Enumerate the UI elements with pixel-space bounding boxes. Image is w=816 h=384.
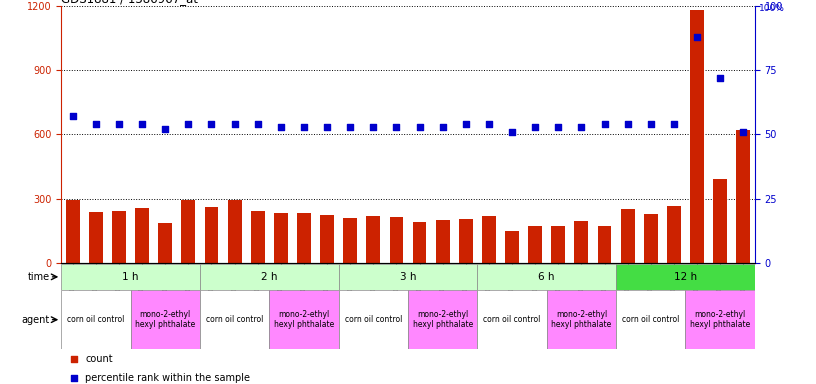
- Text: mono-2-ethyl
hexyl phthalate: mono-2-ethyl hexyl phthalate: [690, 310, 750, 329]
- Bar: [297, 213, 311, 263]
- Bar: [685, 290, 755, 349]
- Point: [228, 121, 241, 127]
- Point: [66, 113, 79, 119]
- Bar: [552, 225, 565, 263]
- Bar: [339, 264, 477, 290]
- Point: [390, 124, 403, 130]
- Bar: [181, 200, 195, 263]
- Bar: [477, 264, 616, 290]
- Point: [135, 121, 149, 127]
- Bar: [482, 216, 496, 263]
- Point: [251, 121, 264, 127]
- Bar: [574, 221, 588, 263]
- Bar: [228, 200, 242, 263]
- Bar: [436, 220, 450, 263]
- Bar: [66, 200, 80, 263]
- Bar: [408, 290, 477, 349]
- Bar: [135, 209, 149, 263]
- Bar: [459, 219, 472, 263]
- Bar: [89, 212, 103, 263]
- Point: [67, 375, 80, 381]
- Bar: [389, 217, 403, 263]
- Point: [158, 126, 171, 132]
- Bar: [205, 207, 219, 263]
- Text: corn oil control: corn oil control: [344, 315, 402, 324]
- Bar: [112, 210, 126, 263]
- Bar: [131, 290, 200, 349]
- Text: 100%: 100%: [759, 4, 785, 13]
- Bar: [269, 290, 339, 349]
- Point: [67, 356, 80, 362]
- Text: count: count: [86, 354, 113, 364]
- Bar: [547, 290, 616, 349]
- Bar: [616, 264, 755, 290]
- Point: [366, 124, 379, 130]
- Bar: [274, 213, 288, 263]
- Point: [574, 124, 588, 130]
- Bar: [597, 225, 611, 263]
- Bar: [736, 130, 750, 263]
- Bar: [366, 216, 380, 263]
- Bar: [158, 223, 172, 263]
- Text: corn oil control: corn oil control: [483, 315, 541, 324]
- Bar: [61, 290, 131, 349]
- Text: percentile rank within the sample: percentile rank within the sample: [86, 373, 251, 383]
- Bar: [616, 290, 685, 349]
- Bar: [339, 290, 408, 349]
- Bar: [505, 231, 519, 263]
- Point: [667, 121, 681, 127]
- Text: GDS1881 / 1386967_at: GDS1881 / 1386967_at: [61, 0, 198, 5]
- Point: [552, 124, 565, 130]
- Bar: [713, 179, 727, 263]
- Text: corn oil control: corn oil control: [206, 315, 264, 324]
- Bar: [477, 290, 547, 349]
- Text: mono-2-ethyl
hexyl phthalate: mono-2-ethyl hexyl phthalate: [413, 310, 472, 329]
- Point: [297, 124, 310, 130]
- Bar: [413, 222, 427, 263]
- Text: 6 h: 6 h: [539, 272, 555, 282]
- Text: mono-2-ethyl
hexyl phthalate: mono-2-ethyl hexyl phthalate: [552, 310, 611, 329]
- Bar: [344, 218, 357, 263]
- Bar: [200, 290, 269, 349]
- Point: [205, 121, 218, 127]
- Text: corn oil control: corn oil control: [622, 315, 680, 324]
- Bar: [251, 210, 264, 263]
- Bar: [621, 209, 635, 263]
- Point: [436, 124, 449, 130]
- Text: agent: agent: [21, 314, 50, 325]
- Text: time: time: [28, 272, 50, 282]
- Point: [413, 124, 426, 130]
- Text: corn oil control: corn oil control: [67, 315, 125, 324]
- Point: [321, 124, 334, 130]
- Bar: [61, 264, 200, 290]
- Text: 3 h: 3 h: [400, 272, 416, 282]
- Point: [89, 121, 102, 127]
- Point: [274, 124, 287, 130]
- Text: mono-2-ethyl
hexyl phthalate: mono-2-ethyl hexyl phthalate: [135, 310, 195, 329]
- Bar: [690, 10, 704, 263]
- Point: [459, 121, 472, 127]
- Point: [344, 124, 357, 130]
- Point: [713, 75, 726, 81]
- Point: [690, 33, 703, 40]
- Text: mono-2-ethyl
hexyl phthalate: mono-2-ethyl hexyl phthalate: [274, 310, 334, 329]
- Bar: [667, 206, 681, 263]
- Point: [505, 129, 518, 135]
- Point: [113, 121, 126, 127]
- Bar: [644, 214, 658, 263]
- Bar: [528, 225, 542, 263]
- Point: [621, 121, 634, 127]
- Point: [482, 121, 495, 127]
- Text: 12 h: 12 h: [674, 272, 697, 282]
- Text: 1 h: 1 h: [122, 272, 139, 282]
- Point: [182, 121, 195, 127]
- Bar: [320, 215, 334, 263]
- Bar: [200, 264, 339, 290]
- Point: [529, 124, 542, 130]
- Point: [598, 121, 611, 127]
- Text: 2 h: 2 h: [261, 272, 277, 282]
- Point: [737, 129, 750, 135]
- Point: [644, 121, 657, 127]
